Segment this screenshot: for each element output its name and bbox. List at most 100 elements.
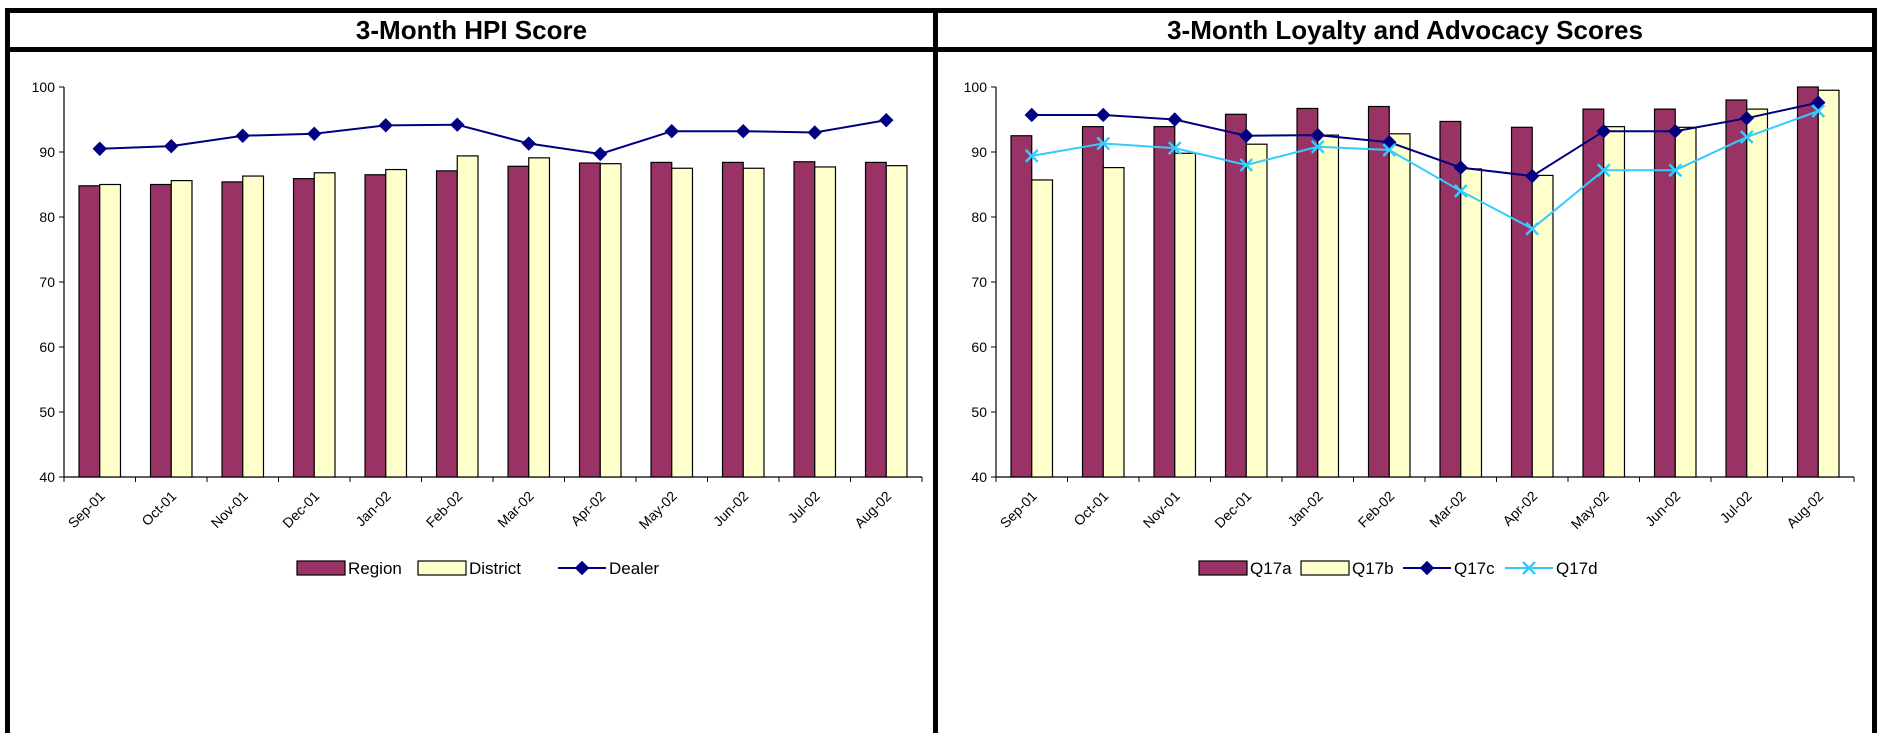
- legend-marker: [1419, 560, 1435, 576]
- bar-q17a: [1296, 107, 1319, 478]
- bar-q17a: [1439, 120, 1462, 478]
- marker-stroke: [1167, 141, 1182, 155]
- point-q17c: [1096, 107, 1111, 123]
- marker-stroke: [1596, 163, 1611, 178]
- legend-swatch: [1198, 560, 1248, 576]
- bar-q17b: [1674, 126, 1697, 478]
- legend: Region District Dealer: [296, 559, 659, 578]
- point-q17c: [1668, 123, 1683, 139]
- bar-q17b: [1317, 134, 1340, 478]
- point-q17d: [1596, 163, 1611, 178]
- marker-stroke: [1239, 158, 1254, 172]
- point-q17d: [1811, 104, 1826, 118]
- point-dealer: [593, 146, 608, 162]
- y-tick-label: 100: [964, 79, 988, 95]
- legend-label: Q17a: [1250, 559, 1292, 578]
- point-q17c: [1739, 110, 1754, 126]
- point-dealer: [736, 123, 751, 139]
- marker-stroke: [1310, 139, 1325, 154]
- y-tick-label: 40: [971, 469, 987, 485]
- bar-region: [149, 183, 172, 478]
- legend-label: Q17c: [1454, 559, 1495, 578]
- bar-district: [814, 166, 837, 478]
- bar-region: [507, 165, 530, 478]
- bar-district: [385, 168, 408, 478]
- y-tick-label: 50: [971, 404, 987, 420]
- bar-district: [599, 163, 622, 478]
- x-tick-label: May-02: [636, 488, 680, 532]
- x-tick-label: Jul-02: [785, 488, 823, 526]
- legend-swatch: [1300, 560, 1350, 576]
- point-dealer: [235, 128, 250, 143]
- bar-q17a: [1010, 135, 1033, 478]
- point-q17c: [1024, 107, 1039, 123]
- legend-marker: [574, 560, 590, 576]
- legend-label: Dealer: [609, 559, 659, 578]
- bar-q17a: [1153, 126, 1176, 478]
- marker-stroke: [1739, 130, 1754, 144]
- bar-region: [578, 162, 601, 478]
- line-q17d: [1031, 110, 1819, 230]
- loyalty-panel: 3-Month Loyalty and Advocacy Scores 40 50…: [933, 8, 1877, 733]
- point-dealer: [92, 141, 107, 156]
- bar-district: [170, 180, 193, 478]
- bar-q17b: [1603, 126, 1626, 478]
- x-tick-label: Mar-02: [494, 488, 537, 531]
- legend-label: Region: [348, 559, 402, 578]
- marker-stroke: [1024, 149, 1039, 163]
- bar-region: [221, 181, 244, 478]
- bar-district: [99, 183, 122, 478]
- bar-q17a: [1725, 99, 1748, 478]
- x-tick-label: Apr-02: [1499, 488, 1540, 529]
- bar-q17b: [1031, 179, 1054, 478]
- legend-label: Q17b: [1352, 559, 1394, 578]
- bar-district: [313, 172, 336, 478]
- bar-q17a: [1653, 108, 1676, 478]
- legend-swatch: [296, 560, 346, 576]
- x-tick-label: Sep-01: [65, 488, 108, 531]
- marker-stroke: [1668, 163, 1683, 178]
- point-q17d: [1310, 139, 1325, 154]
- chart-title: 3-Month HPI Score: [10, 13, 933, 52]
- bar-region: [650, 161, 673, 478]
- bar-q17a: [1367, 105, 1390, 478]
- point-dealer: [664, 123, 679, 139]
- y-tick-label: 60: [971, 339, 987, 355]
- point-dealer: [879, 112, 894, 128]
- y-tick-label: 40: [39, 469, 55, 485]
- x-tick-label: Jun-02: [710, 488, 752, 530]
- y-tick-label: 90: [39, 144, 55, 160]
- bar-region: [435, 170, 458, 478]
- y-tick-label: 80: [39, 209, 55, 225]
- y-tick-label: 70: [971, 274, 987, 290]
- x-tick-label: Sep-01: [997, 488, 1040, 531]
- point-q17c: [1167, 112, 1182, 127]
- bar-district: [671, 167, 694, 478]
- bar-region: [292, 178, 315, 478]
- legend-label: District: [469, 559, 521, 578]
- x-tick-label: Jul-02: [1717, 488, 1755, 526]
- point-q17d: [1239, 158, 1254, 172]
- point-q17c: [1239, 128, 1254, 143]
- marker-stroke: [1382, 143, 1397, 157]
- x-tick-label: Jan-02: [352, 488, 394, 530]
- marker-stroke: [1096, 136, 1111, 151]
- point-q17d: [1739, 130, 1754, 144]
- x-tick-label: Feb-02: [1355, 488, 1398, 531]
- y-tick-label: 80: [971, 209, 987, 225]
- bar-region: [793, 161, 816, 478]
- legend-marker: [1522, 561, 1536, 575]
- line-dealer: [99, 119, 887, 155]
- x-tick-label: Oct-01: [1070, 488, 1111, 529]
- marker-stroke: [1525, 221, 1540, 236]
- x-tick-label: Nov-01: [1140, 488, 1183, 531]
- y-tick-label: 50: [39, 404, 55, 420]
- point-dealer: [807, 125, 822, 140]
- marker-stroke: [1522, 561, 1536, 575]
- bar-district: [742, 167, 765, 478]
- x-tick-label: Aug-02: [1783, 488, 1826, 531]
- point-dealer: [521, 136, 536, 151]
- point-q17c: [1525, 168, 1540, 184]
- x-tick-label: Feb-02: [423, 488, 466, 531]
